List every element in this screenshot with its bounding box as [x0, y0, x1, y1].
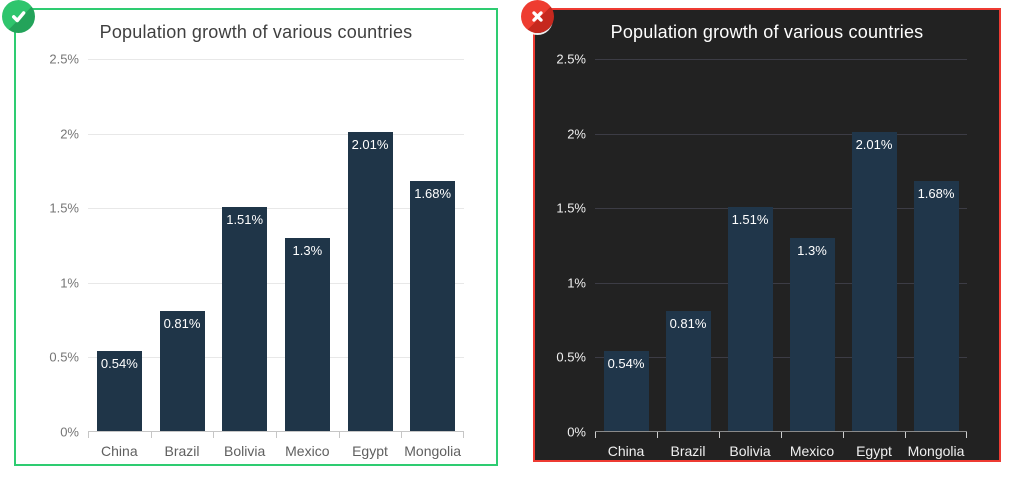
bar-value-label: 0.54% — [100, 356, 138, 372]
y-tick-label: 0.5% — [556, 349, 586, 365]
bar: 2.01% — [851, 132, 897, 432]
bar: 0.81% — [159, 311, 205, 432]
bar-value-label: 0.81% — [669, 316, 707, 332]
y-tick-label: 2% — [567, 126, 586, 142]
x-axis-line — [595, 431, 967, 432]
x-category-label: China — [607, 443, 645, 459]
x-axis-tick — [781, 432, 782, 438]
x-axis-tick — [657, 432, 658, 438]
x-axis-tick — [966, 432, 967, 438]
check-circle-icon — [2, 0, 35, 33]
bar-value-label: 1.68% — [917, 186, 955, 202]
x-axis-tick — [843, 432, 844, 438]
gridline — [595, 357, 967, 359]
bar-value-label: 2.01% — [351, 137, 389, 153]
y-tick-label: 0% — [567, 424, 586, 440]
bar-value-label: 1.3% — [797, 243, 827, 259]
bar: 1.3% — [789, 238, 835, 432]
x-category-label: Egypt — [856, 443, 892, 459]
bar: 1.51% — [222, 206, 268, 432]
gridline — [88, 133, 464, 135]
bar-value-label: 0.54% — [607, 356, 645, 372]
bar-value-label: 1.51% — [226, 211, 264, 227]
bar-chart-plot-area: 0% 0.5% 1% 1.5% 2% 2.5% 0.54% China 0.81% Brazil 1… — [49, 52, 464, 459]
bar: 1.68% — [913, 181, 959, 432]
x-category-label: Mexico — [789, 443, 835, 459]
x-axis-line — [88, 431, 464, 432]
bar-chart-plot-area: 0% 0.5% 1% 1.5% 2% 2.5% 0.54% China 0.81% Brazil 1… — [556, 52, 967, 459]
gridline — [88, 208, 464, 210]
y-tick-label: 1% — [567, 275, 586, 291]
bar: 0.54% — [96, 351, 142, 432]
x-category-label: Brazil — [164, 443, 200, 459]
x-category-label: Bolivia — [224, 443, 266, 459]
x-category-label: Bolivia — [729, 443, 771, 459]
x-category-label: China — [101, 443, 138, 459]
chart-title: Population growth of various countries — [610, 22, 924, 42]
bar-value-label: 1.51% — [731, 211, 769, 227]
gridline — [595, 59, 967, 60]
x-axis-tick — [905, 432, 906, 438]
gridline — [595, 208, 967, 210]
incorrect-chart-panel: Population growth of various countries 0… — [521, 0, 1001, 462]
gridline — [88, 357, 464, 359]
x-axis-tick — [595, 432, 596, 438]
gridline — [88, 59, 464, 60]
gridline — [595, 133, 967, 135]
bar-value-label: 0.81% — [163, 316, 201, 332]
bar: 2.01% — [347, 132, 393, 432]
x-category-label: Egypt — [352, 443, 388, 459]
y-tick-label: 2% — [60, 126, 79, 142]
x-axis-tick — [213, 432, 215, 438]
x-category-label: Mongolia — [907, 443, 965, 459]
x-axis-tick — [719, 432, 720, 438]
gridline — [595, 282, 967, 284]
bar: 1.51% — [727, 206, 773, 432]
bar: 0.81% — [665, 311, 711, 432]
x-category-label: Mongolia — [404, 443, 462, 459]
x-axis-tick — [463, 432, 464, 438]
bar-value-label: 1.3% — [292, 243, 323, 259]
x-axis-tick — [401, 432, 403, 438]
x-category-label: Mexico — [285, 443, 330, 459]
bar: 0.54% — [603, 351, 649, 432]
bar-value-label: 2.01% — [855, 137, 893, 153]
x-axis-tick — [276, 432, 277, 438]
x-axis-tick — [150, 432, 152, 438]
correct-chart-panel: Population growth of various countries 0… — [2, 0, 498, 466]
y-tick-label: 1% — [60, 275, 79, 291]
y-tick-label: 2.5% — [49, 51, 79, 67]
y-tick-label: 0% — [60, 424, 79, 440]
y-tick-label: 2.5% — [556, 51, 586, 67]
gridline — [88, 282, 464, 284]
y-tick-label: 1.5% — [49, 200, 79, 216]
bar: 1.68% — [410, 181, 456, 432]
x-category-label: Brazil — [670, 443, 706, 459]
chart-title: Population growth of various countries — [99, 22, 413, 42]
x-axis-tick — [338, 432, 340, 438]
x-circle-icon — [521, 0, 554, 33]
x-axis-tick — [88, 432, 89, 438]
y-tick-label: 0.5% — [49, 349, 79, 365]
y-tick-label: 1.5% — [556, 200, 586, 216]
bar-value-label: 1.68% — [414, 186, 452, 202]
bar: 1.3% — [284, 238, 330, 432]
